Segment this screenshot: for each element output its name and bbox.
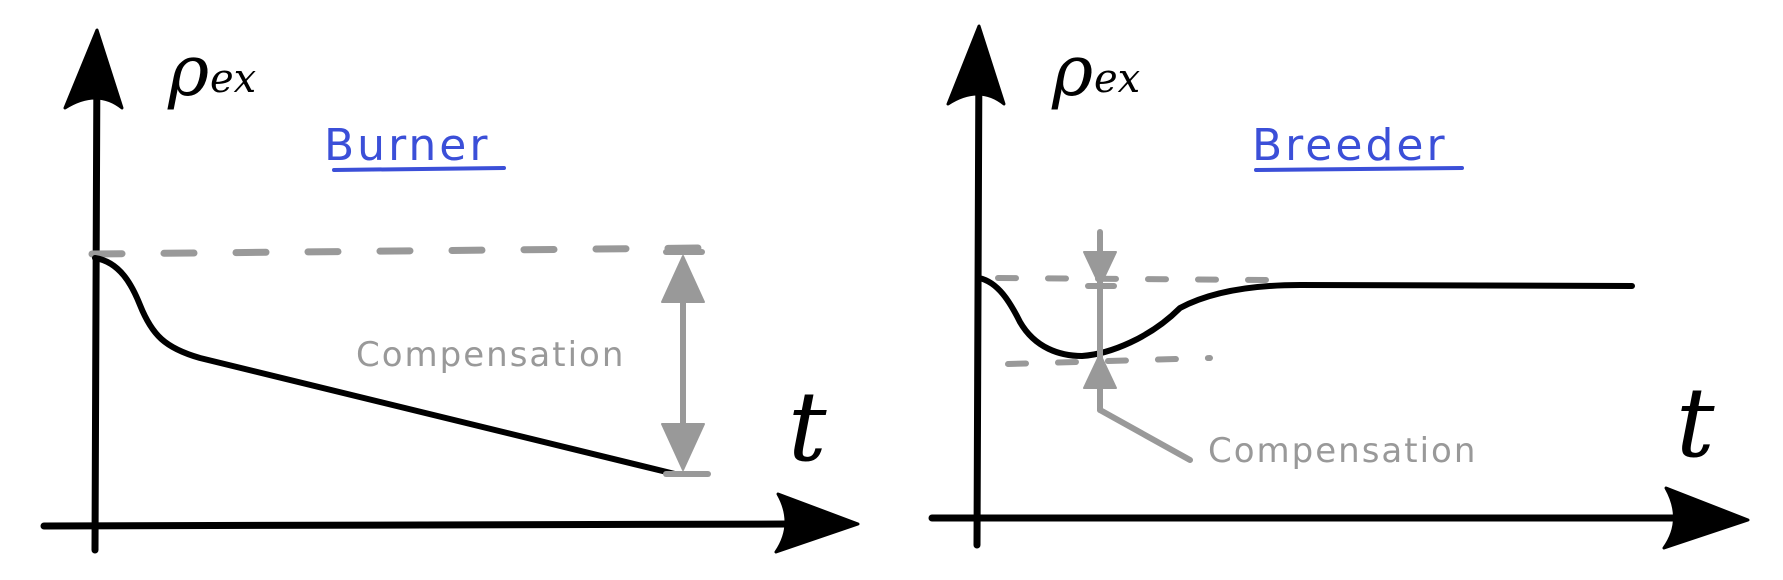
- burner-reactivity-curve: [92, 255, 678, 477]
- burner-x-axis: [40, 520, 794, 530]
- burner-initial-reactivity-dashed-line: [88, 244, 704, 258]
- burner-compensation-label: Compensation: [356, 335, 625, 375]
- breeder-compensation-label: Compensation: [1208, 431, 1477, 471]
- burner-y-axis-subscript: ex: [210, 56, 256, 102]
- breeder-y-axis-subscript: ex: [1094, 56, 1140, 102]
- burner-y-axis-arrowhead: [63, 28, 124, 110]
- breeder-title: Breeder: [1252, 120, 1448, 171]
- burner-y-axis: [91, 44, 101, 554]
- breeder-y-axis-arrowhead: [946, 24, 1006, 106]
- burner-y-axis-symbol: ρ: [167, 30, 209, 112]
- breeder-compensation-arrow-up: [1083, 353, 1117, 389]
- breeder-lower-dashed-line: [1005, 355, 1213, 367]
- breeder-y-axis: [973, 40, 983, 549]
- burner-compensation-arrow-up: [661, 255, 705, 303]
- breeder-compensation-leader-line: [1097, 407, 1193, 463]
- burner-title-underline: [332, 166, 506, 172]
- burner-compensation-arrow-down: [661, 423, 705, 471]
- breeder-title-underline: [1254, 166, 1464, 172]
- breeder-x-axis-symbol: t: [1676, 367, 1715, 479]
- breeder-reactivity-curve: [976, 275, 1635, 359]
- burner-x-axis-arrowhead: [774, 492, 860, 554]
- breeder-y-axis-symbol: ρ: [1051, 30, 1093, 112]
- breeder-x-axis-arrowhead: [1662, 486, 1750, 550]
- burner-panel: ρ ex t Burner Compensation: [40, 28, 860, 554]
- breeder-compensation-arrow-down: [1083, 251, 1117, 287]
- burner-x-axis-symbol: t: [788, 371, 827, 483]
- breeder-upper-dashed-line: [995, 275, 1273, 283]
- breeder-panel: ρ ex t Breeder Compensation: [928, 24, 1750, 550]
- burner-title: Burner: [324, 120, 490, 171]
